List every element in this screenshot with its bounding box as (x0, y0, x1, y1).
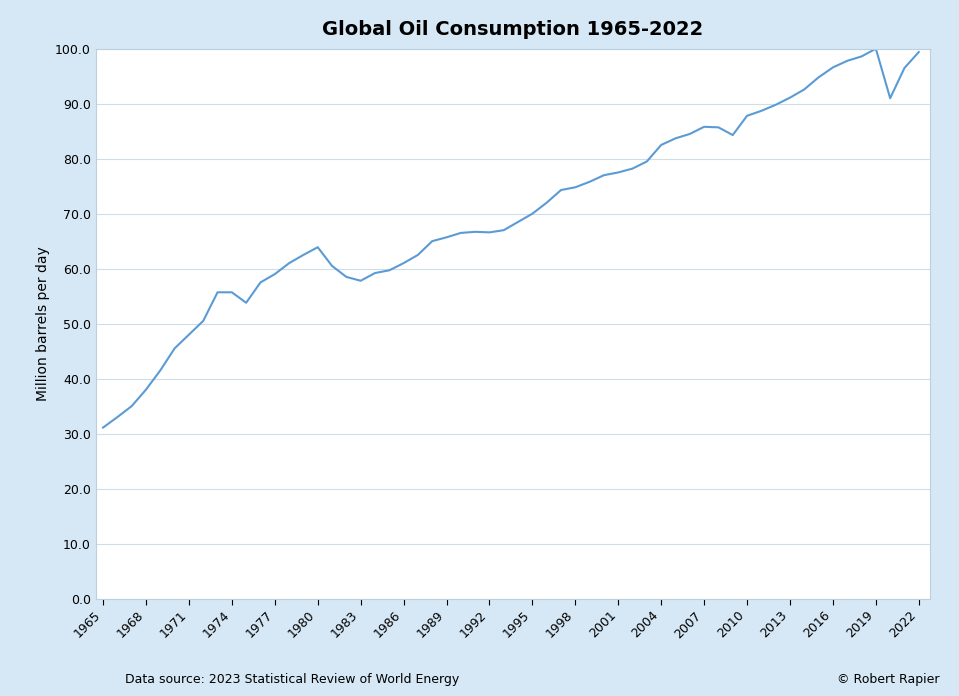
Y-axis label: Million barrels per day: Million barrels per day (35, 246, 50, 401)
Text: © Robert Rapier: © Robert Rapier (837, 672, 940, 686)
Text: Data source: 2023 Statistical Review of World Energy: Data source: 2023 Statistical Review of … (125, 672, 459, 686)
Title: Global Oil Consumption 1965-2022: Global Oil Consumption 1965-2022 (322, 19, 704, 39)
